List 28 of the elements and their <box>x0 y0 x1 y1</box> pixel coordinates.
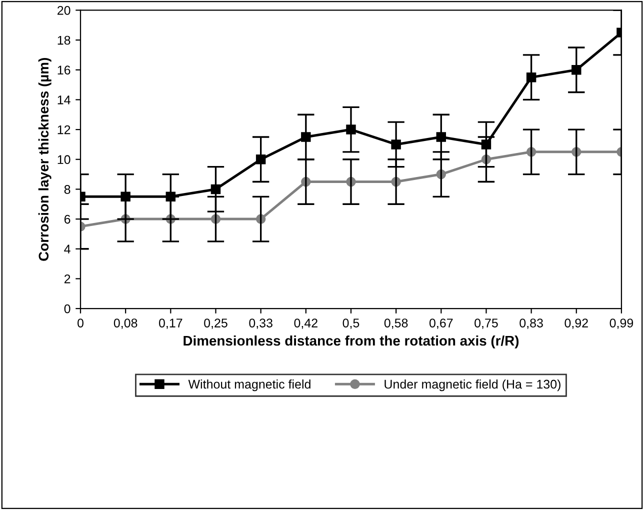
x-tick-label: 0,92 <box>564 318 588 329</box>
x-tick-label: 0,67 <box>429 318 453 329</box>
x-tick-label: 0,58 <box>384 318 408 329</box>
x-tick-label: 0,99 <box>610 318 634 329</box>
y-tick-label: 8 <box>64 185 70 194</box>
y-tick-label: 18 <box>58 36 70 45</box>
x-tick-label: 0,25 <box>204 318 228 329</box>
y-tick-label: 12 <box>58 125 70 134</box>
y-tick-label: 20 <box>58 6 70 15</box>
x-tick-label: 0,08 <box>114 318 138 329</box>
legend-label: Under magnetic field (Ha = 130) <box>384 379 560 392</box>
y-tick-label: 14 <box>58 96 70 104</box>
x-tick-label: 0,42 <box>294 318 318 329</box>
x-tick-label: 0,75 <box>474 318 498 329</box>
y-tick-label: 6 <box>64 214 70 224</box>
x-tick-label: 0,17 <box>158 318 182 329</box>
y-tick-label: 10 <box>58 155 70 164</box>
y-tick-label: 16 <box>58 66 70 75</box>
x-tick-label: 0 <box>78 318 84 328</box>
y-tick-label: 2 <box>64 274 70 284</box>
x-tick-label: 0,33 <box>249 318 272 329</box>
y-tick-label: 0 <box>64 304 70 314</box>
x-tick-label: 0,5 <box>342 318 360 329</box>
x-axis-title: Dimensionless distance from the rotation axis (r/R) <box>184 335 519 348</box>
y-tick-label: 4 <box>64 244 70 254</box>
legend-label: Without magnetic field <box>188 379 310 392</box>
y-axis-title: Corrosion layer thickness (µm) <box>38 58 52 261</box>
x-tick-label: 0,83 <box>520 318 543 329</box>
